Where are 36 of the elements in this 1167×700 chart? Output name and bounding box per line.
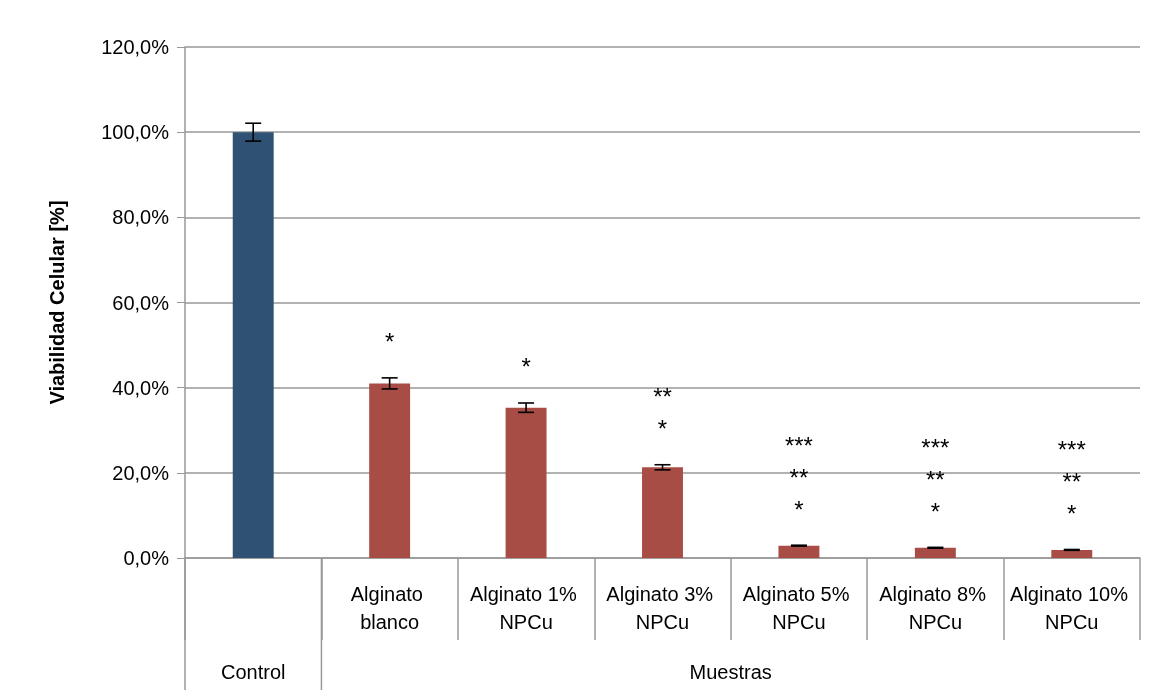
- x-tick-label: Alginato 10% NPCu: [1010, 583, 1134, 633]
- x-tick-label: Alginato blanco: [350, 583, 429, 633]
- annotation: ***: [921, 433, 950, 461]
- annotation: *: [384, 328, 395, 356]
- x-tick-label: Alginato 3% NPCu: [606, 583, 719, 633]
- y-tick-label: 120,0%: [101, 36, 170, 58]
- annotation: **: [1062, 467, 1082, 495]
- annotation: **: [926, 465, 945, 493]
- x-tick-label: Alginato 8% NPCu: [879, 583, 992, 633]
- bar: [778, 545, 820, 558]
- annotation: *: [521, 353, 531, 381]
- y-axis-title: Viabilidad Celular [%]: [46, 200, 68, 405]
- y-tick-label: 20,0%: [112, 461, 170, 484]
- x-tick-label: Alginato 1% NPCu: [469, 583, 583, 633]
- annotation: *: [930, 497, 941, 525]
- annotation: *: [794, 495, 804, 523]
- y-tick-label: 80,0%: [112, 206, 170, 229]
- y-tick-label: 0,0%: [123, 547, 170, 569]
- bar: [505, 407, 547, 558]
- y-tick-label: 60,0%: [112, 291, 170, 314]
- annotation: *: [657, 415, 668, 443]
- text: Muestras: [689, 661, 772, 683]
- bar: [232, 132, 274, 558]
- bar: [914, 547, 956, 558]
- bar: [642, 467, 683, 558]
- y-tick-label: 100,0%: [101, 121, 170, 144]
- annotation: **: [789, 463, 809, 491]
- annotation: ***: [1057, 435, 1086, 463]
- annotation: *: [1067, 499, 1077, 527]
- bar: [369, 383, 411, 558]
- annotation: **: [653, 383, 672, 411]
- y-tick-label: 40,0%: [112, 376, 170, 399]
- annotation: ***: [784, 431, 813, 459]
- bar: [1051, 549, 1093, 558]
- text: Control: [220, 661, 286, 683]
- x-tick-label: Alginato 5% NPCu: [742, 583, 856, 633]
